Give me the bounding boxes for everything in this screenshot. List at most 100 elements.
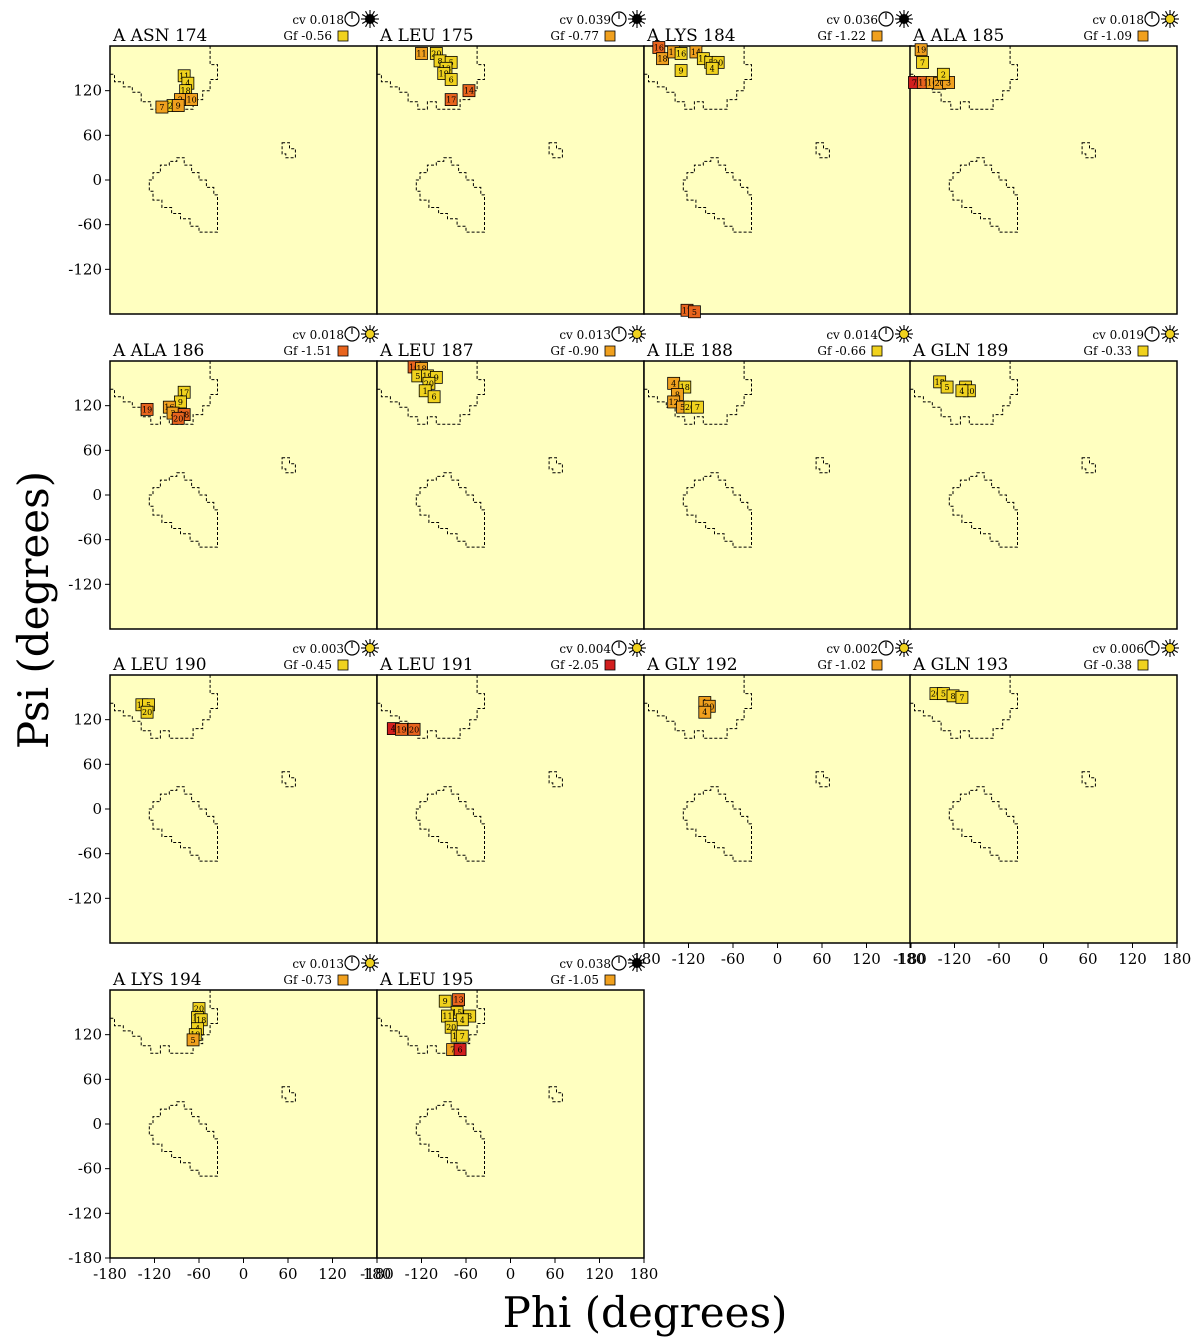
data-point: 6 [427,390,441,404]
allowed-region-outline [643,674,752,739]
y-tick-label: -120 [68,575,102,593]
panel-background [643,45,912,315]
data-point: 6 [453,1043,467,1056]
yellow-sun-icon [361,325,379,343]
panel-a-leu-191: A LEU 191 cv 0.004 Gf -2.05 4 19 20 [376,639,646,944]
data-point-marker [688,305,701,319]
data-point: 4 [667,376,681,390]
x-tick-label: -60 [721,950,745,968]
data-point-label: 6 [449,76,454,85]
data-point-label: 19 [396,725,406,734]
data-point: 5 [688,305,701,319]
y-tick-label: 60 [83,126,102,144]
data-point-label: 4 [391,725,396,734]
data-point-label: 4 [702,708,707,717]
data-point-label: 5 [680,403,685,412]
data-point-marker [455,1029,469,1043]
data-point-marker [691,400,704,414]
data-point-label: 18 [657,55,667,64]
gf-label: Gf -1.09 [1083,29,1132,43]
data-point: 7 [691,400,704,414]
data-point: 17 [444,93,458,106]
gf-label: Gf -0.33 [1083,344,1132,358]
data-point-marker [444,93,458,106]
allowed-region-outline [376,360,485,425]
data-point-marker [955,690,969,704]
gf-swatch [871,30,883,42]
gf-swatch [604,974,616,986]
x-tick-label: 0 [239,1265,249,1283]
data-point-marker [916,55,930,69]
x-tick-label: 120 [318,1265,347,1283]
yellow-sun-icon [628,639,646,657]
data-point-label: 4 [460,1016,465,1025]
data-point: 9 [171,99,185,112]
data-point-marker [656,52,669,66]
y-tick-label: -180 [68,1249,102,1267]
data-point: 19 [395,722,408,736]
data-point: 9 [674,64,688,77]
gf-label: Gf -1.22 [817,29,866,43]
data-point-label: 2 [941,70,946,79]
data-point-label: 20 [931,690,941,699]
data-point-label: 14 [464,87,474,96]
gf-swatch [337,659,349,671]
data-point-marker [705,61,719,75]
gf-label: Gf -1.51 [283,344,332,358]
data-point-marker [936,67,950,81]
data-point-label: 11 [669,48,679,57]
gf-swatch [1137,30,1149,42]
x-tick-label: 0 [1039,950,1049,968]
cv-label: cv 0.039 [559,13,611,27]
data-point-label: 7 [159,103,164,112]
data-point-label: 11 [918,78,928,87]
data-point-marker [140,402,154,416]
data-point-label: 19 [137,701,147,710]
data-point: 4 [955,384,969,398]
panel-a-gln-193: A GLN 193 cv 0.006 Gf -0.38 20 5 8 7 [909,639,1179,944]
x-tick-label: -120 [938,950,972,968]
x-tick-label: -180 [627,950,661,968]
allowed-region-outline [148,1101,218,1177]
allowed-region-outline [909,674,1018,739]
data-point-label: 18 [416,364,426,373]
x-tick-label: 120 [1118,950,1147,968]
allowed-region-outline [682,472,752,548]
data-point-label: 5 [941,690,946,699]
x-tick-label: -120 [405,1265,439,1283]
data-point-label: 7 [920,58,925,67]
gf-label: Gf -0.45 [283,658,332,672]
panel-background [109,45,378,315]
black-sun-icon [628,10,646,28]
data-point: 20 [140,705,154,719]
data-point: 4 [455,1013,469,1027]
panel-title: A ILE 188 [646,341,733,361]
data-point: 6 [444,73,458,86]
x-tick-label: -180 [360,1265,394,1283]
data-point-label: 7 [460,1032,465,1041]
data-point: 16 [652,41,666,54]
allowed-region-outline [948,786,1018,862]
data-point-marker [453,1043,467,1056]
data-point-label: 15 [452,1008,462,1017]
allowed-region-outline [948,157,1018,233]
panel-background [643,674,912,944]
panel-title: A GLN 193 [912,655,1008,675]
x-tick-label: 60 [545,1265,564,1283]
data-point-marker [955,384,969,398]
data-point-marker [940,380,954,394]
data-point-marker [462,84,476,98]
y-tick-label: 60 [83,1070,102,1088]
data-point: 18 [656,52,669,66]
gf-swatch [604,345,616,357]
y-tick-label: -60 [78,216,102,234]
y-tick-label: -60 [78,845,102,863]
data-point-label: 17 [179,388,189,397]
